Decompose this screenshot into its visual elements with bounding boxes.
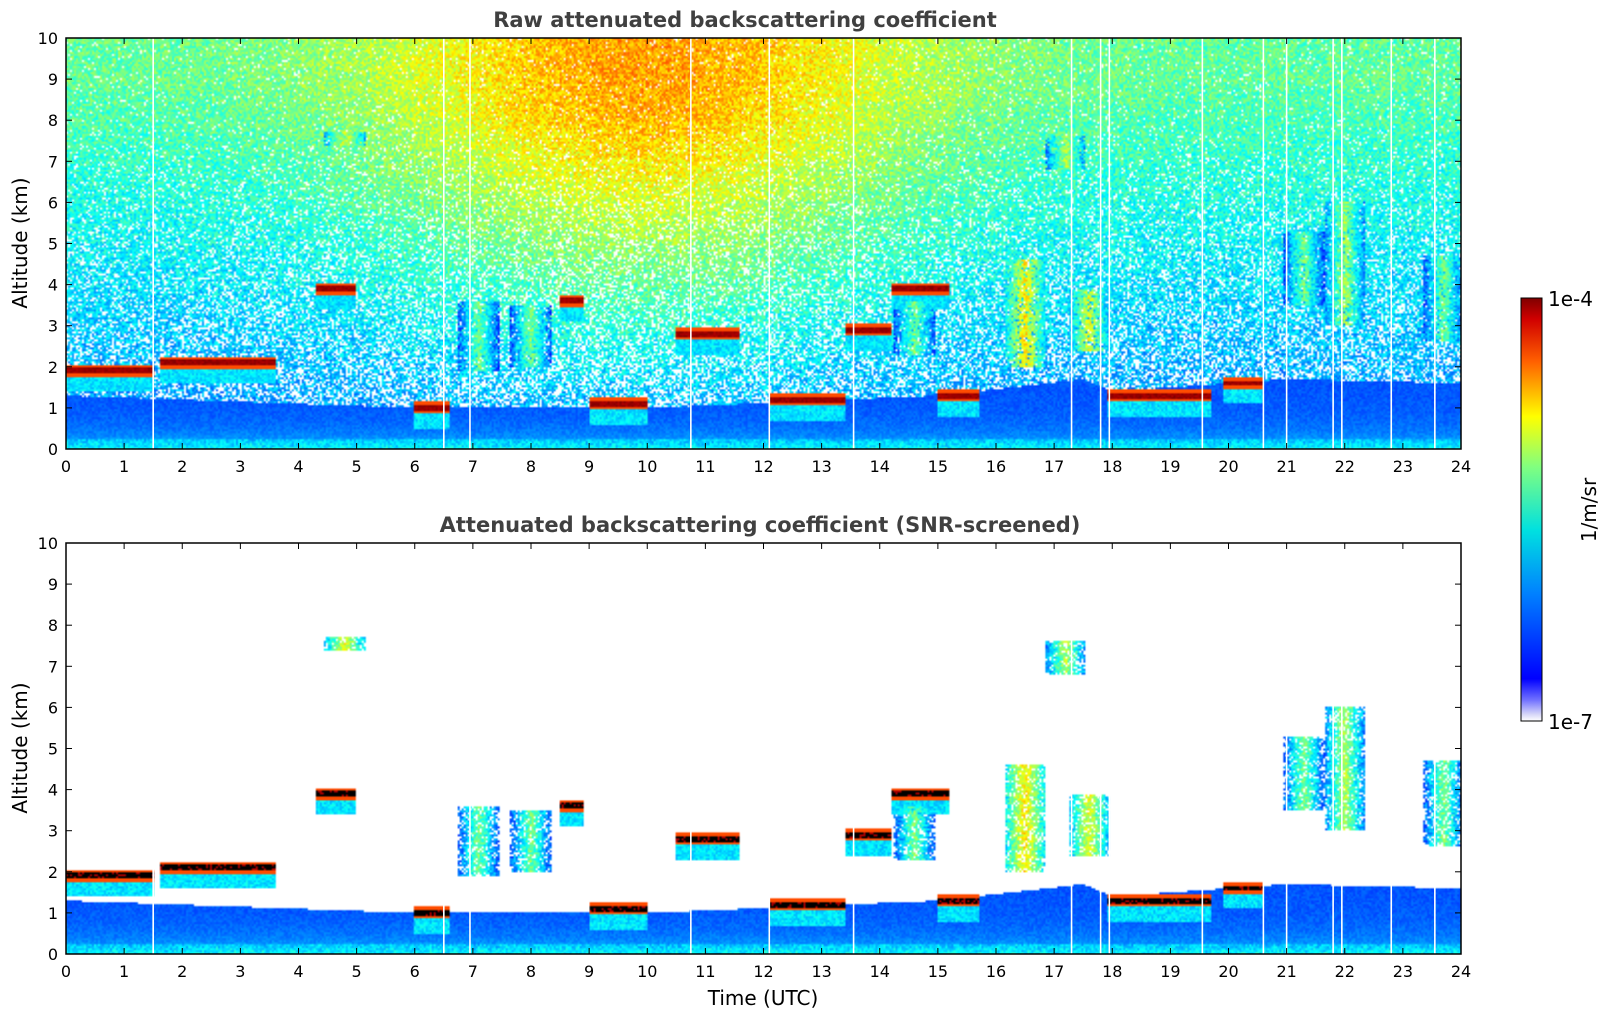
x-tick-label: 15: [928, 962, 948, 981]
bottom-y-axis-label: Altitude (km): [8, 682, 32, 813]
x-tick-label: 13: [811, 457, 831, 476]
x-tick-label: 10: [637, 457, 657, 476]
y-tick-label: 2: [48, 863, 58, 882]
y-tick-label: 10: [38, 534, 58, 553]
x-tick-label: 17: [1044, 457, 1064, 476]
top-panel-title: Raw attenuated backscattering coefficien…: [493, 8, 997, 32]
x-tick-label: 2: [177, 457, 187, 476]
x-tick-label: 19: [1160, 457, 1180, 476]
x-tick-label: 11: [695, 457, 715, 476]
x-tick-label: 19: [1160, 962, 1180, 981]
x-tick-label: 11: [695, 962, 715, 981]
y-tick-label: 0: [48, 945, 58, 964]
top-panel: Raw attenuated backscattering coefficien…: [8, 8, 1471, 476]
x-tick-label: 20: [1218, 457, 1238, 476]
x-tick-label: 12: [753, 962, 773, 981]
x-tick-label: 6: [410, 962, 420, 981]
y-tick-label: 8: [48, 616, 58, 635]
x-tick-label: 2: [177, 962, 187, 981]
x-tick-label: 13: [811, 962, 831, 981]
colorbar: 1e-4 1e-7 1/m/sr: [1520, 287, 1601, 734]
y-tick-label: 5: [48, 235, 58, 254]
y-tick-label: 7: [48, 152, 58, 171]
x-tick-label: 6: [410, 457, 420, 476]
y-tick-label: 6: [48, 193, 58, 212]
y-tick-label: 3: [48, 822, 58, 841]
x-tick-label: 7: [468, 457, 478, 476]
x-tick-label: 5: [352, 457, 362, 476]
x-tick-label: 21: [1276, 457, 1296, 476]
y-tick-label: 1: [48, 399, 58, 418]
x-tick-label: 0: [61, 962, 71, 981]
y-tick-label: 6: [48, 698, 58, 717]
x-tick-label: 22: [1335, 457, 1355, 476]
x-tick-label: 24: [1451, 962, 1471, 981]
bottom-y-axis: 0 1 2 3 4 5 6 7 8 9 10: [38, 534, 1461, 964]
top-y-axis-label: Altitude (km): [8, 177, 32, 308]
x-tick-label: 20: [1218, 962, 1238, 981]
x-tick-label: 21: [1276, 962, 1296, 981]
x-tick-label: 22: [1335, 962, 1355, 981]
top-y-axis: 0 1 2 3 4 5 6 7 8 9 10: [38, 29, 1461, 459]
y-tick-label: 2: [48, 358, 58, 377]
x-tick-label: 1: [119, 457, 129, 476]
bottom-x-axis: 0 1 2 3 4 5 6 7 8 9 10 11 12 13 14 15 16 17 18 19 20 21 22 23 24: [61, 543, 1471, 981]
y-tick-label: 10: [38, 29, 58, 48]
x-tick-label: 14: [870, 457, 890, 476]
x-tick-label: 1: [119, 962, 129, 981]
top-x-axis: 0 1 2 3 4 5 6 7 8 9 10 11 12 13 14 15 16 17 18 19 20 21 22 23 24: [61, 38, 1471, 476]
x-tick-label: 9: [584, 457, 594, 476]
x-tick-label: 3: [235, 457, 245, 476]
y-tick-label: 4: [48, 276, 58, 295]
x-tick-label: 16: [986, 962, 1006, 981]
top-heatmap-image: [66, 38, 1461, 449]
x-tick-label: 0: [61, 457, 71, 476]
colorbar-unit-label: 1/m/sr: [1577, 477, 1601, 542]
x-tick-label: 14: [870, 962, 890, 981]
x-tick-label: 9: [584, 962, 594, 981]
x-tick-label: 5: [352, 962, 362, 981]
y-tick-label: 3: [48, 317, 58, 336]
y-tick-label: 9: [48, 575, 58, 594]
bottom-panel-title: Attenuated backscattering coefficient (S…: [440, 513, 1081, 537]
x-tick-label: 23: [1393, 962, 1413, 981]
x-tick-label: 16: [986, 457, 1006, 476]
y-tick-label: 1: [48, 904, 58, 923]
bottom-gap-lines: [152, 543, 1436, 954]
x-tick-label: 18: [1102, 457, 1122, 476]
y-tick-label: 4: [48, 781, 58, 800]
x-axis-label: Time (UTC): [707, 986, 819, 1010]
y-tick-label: 8: [48, 111, 58, 130]
x-tick-label: 15: [928, 457, 948, 476]
bottom-heatmap-image: [66, 543, 1461, 954]
x-tick-label: 4: [293, 962, 303, 981]
colorbar-min-label: 1e-7: [1548, 710, 1593, 734]
y-tick-label: 9: [48, 70, 58, 89]
x-tick-label: 17: [1044, 962, 1064, 981]
y-tick-label: 7: [48, 657, 58, 676]
y-tick-label: 5: [48, 740, 58, 759]
x-tick-label: 4: [293, 457, 303, 476]
x-tick-label: 23: [1393, 457, 1413, 476]
x-tick-label: 18: [1102, 962, 1122, 981]
x-tick-label: 3: [235, 962, 245, 981]
x-tick-label: 8: [526, 457, 536, 476]
colorbar-gradient: [1520, 297, 1543, 722]
top-gap-lines: [152, 38, 1436, 449]
x-tick-label: 10: [637, 962, 657, 981]
bottom-panel: Attenuated backscattering coefficient (S…: [8, 513, 1471, 1010]
colorbar-max-label: 1e-4: [1548, 287, 1593, 311]
x-tick-label: 12: [753, 457, 773, 476]
x-tick-label: 8: [526, 962, 536, 981]
y-tick-label: 0: [48, 440, 58, 459]
x-tick-label: 24: [1451, 457, 1471, 476]
x-tick-label: 7: [468, 962, 478, 981]
